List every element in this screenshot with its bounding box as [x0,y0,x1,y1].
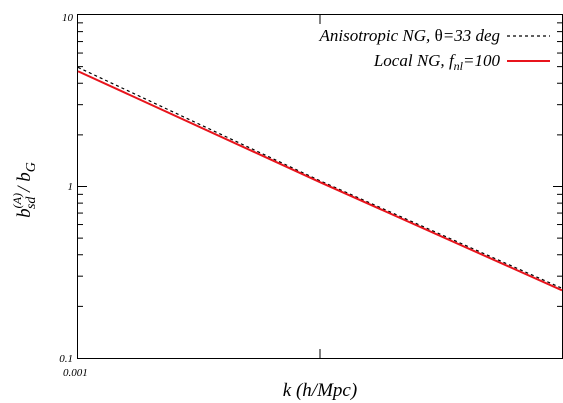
x-tick-label-0-001: 0.001 [63,367,88,379]
series-line-anisotropic [77,66,563,289]
legend-label-anisotropic: Anisotropic NG, θ=33 deg [318,26,500,45]
legend-label-local: Local NG, fnl=100 [373,51,501,73]
y-tick-label-0-1: 0.1 [59,353,73,365]
y-tick-label-1: 1 [68,181,74,193]
y-tick-label-10: 10 [62,12,74,24]
y-axis-label: b(A)sd / bG [10,162,39,218]
x-axis-label: k (h/Mpc) [283,380,357,401]
axis-ticks [78,15,562,358]
series-line-local [77,70,563,292]
series-layer [77,66,563,292]
legend: Anisotropic NG, θ=33 deg Local NG, fnl=1… [318,26,550,73]
